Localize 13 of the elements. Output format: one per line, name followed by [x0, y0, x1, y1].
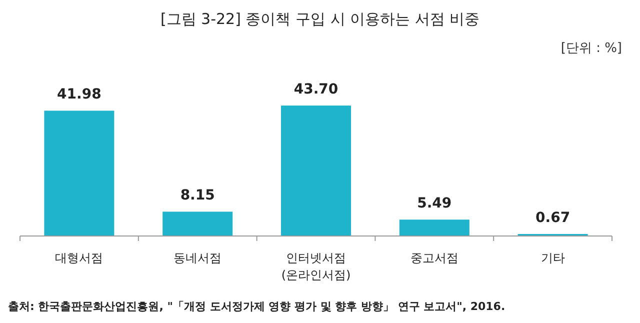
x-tick-label: 동네서점	[174, 251, 222, 265]
data-label: 0.67	[536, 210, 570, 226]
data-label: 43.70	[294, 82, 338, 98]
annotation: 출처: 한국출판문화산업진흥원, "「개정 도서정가제 영향 평가 및 향후 방향」 연구 보고서", 2016.	[8, 300, 506, 313]
data-label: 5.49	[417, 196, 452, 212]
x-tick-label: 중고서점	[410, 251, 458, 265]
subtitle: [단위 : %]	[560, 41, 622, 56]
x-tick-label: 대형서점	[55, 251, 104, 265]
x-tick-label: 기타	[540, 251, 565, 265]
x-tick-label: 인터넷서점 (온라인서점)	[281, 251, 351, 282]
title: [그림 3-22] 종이책 구입 시 이용하는 서점 비중	[160, 10, 480, 28]
data-label: 8.15	[180, 188, 215, 204]
data-label: 41.98	[57, 86, 102, 103]
